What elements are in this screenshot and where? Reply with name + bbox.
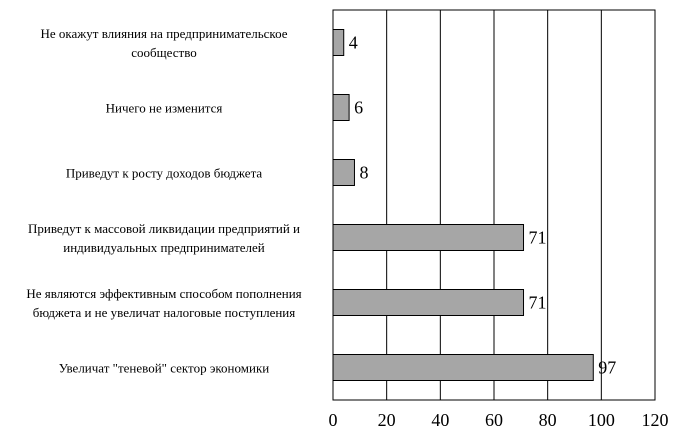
bar: [332, 224, 525, 251]
x-tick-label: 20: [378, 410, 396, 430]
plot-border: [332, 9, 656, 401]
category-label: Не являются эффективным способом пополне…: [26, 285, 302, 320]
x-tick-label: 80: [539, 410, 557, 430]
bar: [332, 289, 525, 316]
category-label: Приведут к росту доходов бюджета: [65, 165, 263, 180]
x-tick-label: 120: [642, 410, 669, 430]
x-tick-label: 60: [485, 410, 503, 430]
category-label: Увеличат "теневой" сектор экономики: [58, 360, 270, 375]
bar: [332, 29, 345, 56]
bar: [332, 94, 350, 121]
value-label: 71: [529, 293, 547, 313]
value-label: 8: [359, 163, 368, 183]
category-label: Не окажут влияния на предпринимательское…: [40, 25, 288, 60]
x-tick-label: 0: [329, 410, 338, 430]
value-label: 97: [598, 358, 616, 378]
bar: [332, 159, 355, 186]
category-label: Приведут к массовой ликвидации предприят…: [27, 220, 301, 255]
bar: [332, 354, 594, 381]
category-label: Ничего не изменится: [105, 100, 223, 115]
x-tick-label: 40: [431, 410, 449, 430]
value-label: 6: [354, 98, 363, 118]
value-label: 71: [529, 228, 547, 248]
x-tick-label: 100: [588, 410, 615, 430]
value-label: 4: [349, 33, 358, 53]
